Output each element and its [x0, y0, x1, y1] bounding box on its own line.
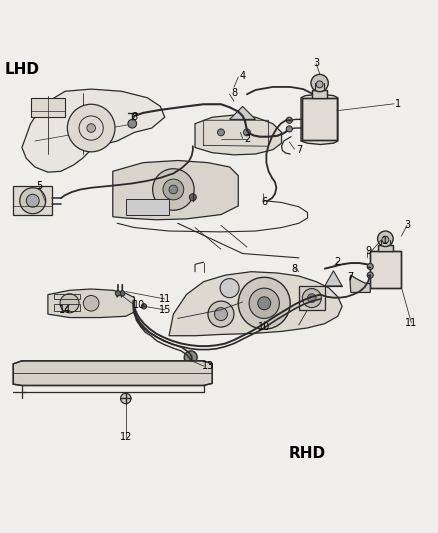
- Text: 11: 11: [159, 294, 171, 304]
- Circle shape: [189, 194, 196, 201]
- Circle shape: [128, 119, 137, 128]
- Polygon shape: [301, 94, 338, 144]
- Text: 2: 2: [244, 134, 250, 144]
- Text: 13: 13: [202, 361, 214, 371]
- Circle shape: [258, 297, 271, 310]
- Circle shape: [215, 308, 227, 320]
- Text: 5: 5: [36, 181, 42, 191]
- Circle shape: [120, 290, 125, 296]
- Circle shape: [249, 288, 279, 318]
- Circle shape: [208, 301, 234, 327]
- Text: 1: 1: [382, 236, 389, 246]
- Polygon shape: [325, 271, 342, 286]
- Text: 15: 15: [159, 305, 171, 315]
- Bar: [378, 245, 393, 252]
- Circle shape: [67, 104, 115, 152]
- Circle shape: [316, 81, 323, 88]
- Circle shape: [286, 117, 292, 123]
- Text: 8: 8: [131, 112, 138, 122]
- Circle shape: [382, 236, 389, 243]
- Circle shape: [163, 179, 184, 200]
- Bar: [54, 294, 80, 299]
- Circle shape: [302, 288, 321, 308]
- Text: 8: 8: [291, 264, 297, 273]
- Circle shape: [26, 194, 39, 207]
- Bar: [126, 199, 169, 215]
- Text: 4: 4: [240, 71, 246, 81]
- Circle shape: [20, 188, 46, 214]
- Circle shape: [378, 231, 393, 247]
- Text: 9: 9: [365, 246, 371, 256]
- Circle shape: [83, 295, 99, 311]
- Circle shape: [367, 263, 373, 270]
- Text: 1: 1: [396, 99, 401, 109]
- Text: 6: 6: [261, 197, 267, 207]
- Bar: [370, 252, 401, 288]
- Polygon shape: [350, 275, 370, 293]
- Text: 3: 3: [404, 220, 410, 230]
- Circle shape: [220, 279, 239, 297]
- Bar: [31, 98, 65, 117]
- Polygon shape: [22, 89, 165, 172]
- Circle shape: [87, 124, 95, 132]
- Text: 2: 2: [335, 257, 341, 267]
- Text: 10: 10: [258, 322, 270, 332]
- Circle shape: [169, 185, 178, 194]
- Text: 10: 10: [133, 301, 145, 310]
- Polygon shape: [169, 272, 342, 336]
- Polygon shape: [195, 115, 282, 155]
- Circle shape: [238, 277, 290, 329]
- Bar: [299, 286, 325, 310]
- Text: 3: 3: [313, 58, 319, 68]
- Circle shape: [311, 75, 328, 92]
- Text: RHD: RHD: [289, 446, 326, 461]
- Polygon shape: [48, 289, 134, 318]
- Circle shape: [184, 351, 197, 364]
- Circle shape: [141, 304, 147, 309]
- Circle shape: [307, 294, 316, 302]
- Circle shape: [286, 126, 292, 132]
- Circle shape: [244, 129, 251, 136]
- Bar: [13, 187, 52, 215]
- Polygon shape: [113, 160, 238, 220]
- Polygon shape: [13, 361, 212, 385]
- Circle shape: [367, 272, 373, 278]
- Bar: [54, 304, 80, 311]
- Circle shape: [218, 129, 224, 136]
- Circle shape: [115, 290, 120, 296]
- Bar: [302, 98, 337, 140]
- Text: 8: 8: [231, 88, 237, 99]
- Text: 12: 12: [120, 432, 132, 442]
- Text: LHD: LHD: [4, 62, 39, 77]
- Polygon shape: [230, 107, 256, 119]
- Circle shape: [152, 169, 194, 210]
- Text: 7: 7: [348, 272, 354, 282]
- Circle shape: [120, 393, 131, 403]
- Circle shape: [60, 294, 79, 313]
- Text: 11: 11: [405, 318, 417, 328]
- Text: 7: 7: [296, 144, 302, 155]
- Bar: [312, 90, 327, 98]
- Text: 14: 14: [59, 305, 71, 315]
